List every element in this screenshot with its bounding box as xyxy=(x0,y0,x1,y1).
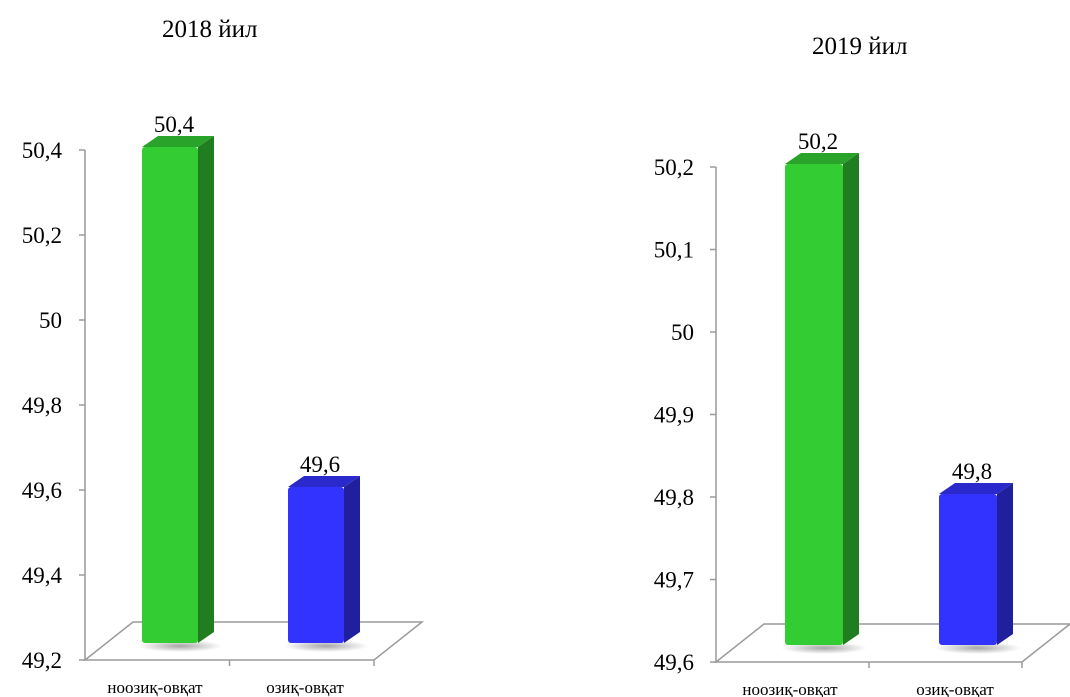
bar-data-label: 49,8 xyxy=(952,459,992,484)
y-tick-label: 50,2 xyxy=(22,223,62,248)
chart-title-2019: 2019 йил xyxy=(812,33,908,60)
bar-top xyxy=(142,136,214,147)
y-tick-label: 50 xyxy=(39,308,62,333)
bar-data-label: 50,4 xyxy=(154,112,195,137)
y-tick-label: 49,9 xyxy=(654,403,694,428)
bar-side xyxy=(997,483,1013,645)
chart-floor xyxy=(82,621,425,661)
x-category-label: озиқ-овқат xyxy=(916,680,994,697)
bar-top xyxy=(939,483,1013,494)
bar-data-label: 50,2 xyxy=(798,129,838,154)
bar-data-label: 49,6 xyxy=(300,452,340,477)
y-tick-label: 50,2 xyxy=(654,155,694,180)
y-tick-label: 49,6 xyxy=(22,478,62,503)
bar-1 xyxy=(939,494,997,645)
bar-side xyxy=(843,153,859,645)
bar-0 xyxy=(785,164,843,645)
bar-top xyxy=(785,153,859,164)
y-tick-label: 50,4 xyxy=(22,138,63,163)
y-tick-label: 49,7 xyxy=(654,568,694,593)
bar-0 xyxy=(142,147,198,643)
y-tick-label: 49,8 xyxy=(22,393,62,418)
x-category-label: ноозиқ-овқат xyxy=(742,680,838,697)
y-tick-label: 49,4 xyxy=(22,563,63,588)
y-tick-label: 49,8 xyxy=(654,485,694,510)
chart-1: 49,6 49,7 49,8 49,9 50 50,1 50,2 50,2 49,8 ноозиқ… xyxy=(654,129,1070,697)
bar-side xyxy=(344,476,360,643)
bar-1 xyxy=(288,487,344,643)
y-tick-label: 49,6 xyxy=(654,650,694,675)
chart-0: 49,2 49,4 49,6 49,8 50 50,2 50,4 50,4 49,6 ноозиқ… xyxy=(22,112,425,697)
x-category-label: ноозиқ-овқат xyxy=(107,678,203,697)
y-tick-label: 49,2 xyxy=(22,648,62,673)
bar-top xyxy=(288,476,360,487)
y-tick-label: 50,1 xyxy=(654,238,694,263)
chart-title-2018: 2018 йил xyxy=(162,16,258,43)
y-tick-label: 50 xyxy=(671,320,694,345)
x-category-label: озиқ-овқат xyxy=(266,678,344,697)
bar-side xyxy=(198,136,214,643)
chart-floor xyxy=(713,623,1070,663)
